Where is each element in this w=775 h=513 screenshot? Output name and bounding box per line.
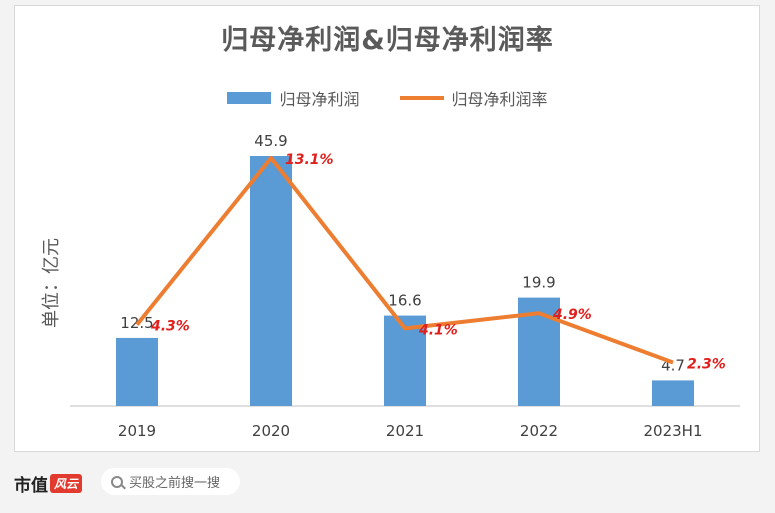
brand-logo[interactable]: 市值 风云: [14, 471, 83, 496]
x-tick-label: 2022: [520, 422, 558, 440]
legend-swatch-line: [399, 96, 444, 100]
search-box[interactable]: 买股之前搜一搜: [101, 468, 240, 495]
legend-swatch-bar: [227, 92, 272, 104]
brand-tag: 风云: [50, 474, 83, 493]
bar: [652, 380, 694, 406]
footer: 市值 风云 买股之前搜一搜: [0, 452, 775, 513]
x-tick-label: 2023H1: [644, 422, 703, 440]
chart-title: 归母净利润&归母净利润率: [221, 25, 554, 56]
x-tick-label: 2021: [386, 422, 424, 440]
bar-data-label: 19.9: [522, 274, 555, 292]
x-tick-label: 2020: [252, 422, 290, 440]
bar: [250, 156, 292, 406]
line-data-label: 4.1%: [418, 322, 458, 338]
line-data-label: 4.9%: [552, 307, 592, 323]
line-data-label: 2.3%: [687, 356, 726, 372]
brand-text: 市值: [14, 476, 48, 496]
legend-label-line: 归母净利润率: [451, 90, 548, 109]
search-placeholder: 买股之前搜一搜: [129, 476, 221, 491]
legend: 归母净利润 归母净利润率: [0, 86, 775, 110]
legend-item-line: 归母净利润率: [399, 86, 548, 110]
search-icon: [111, 475, 123, 488]
bar-data-label: 16.6: [388, 292, 421, 310]
bar-data-label: 45.9: [254, 132, 287, 150]
plot-area: 12.5201945.9202016.6202119.920224.72023H…: [70, 132, 740, 440]
series-line: [135, 156, 674, 365]
legend-item-bar: 归母净利润: [227, 86, 360, 110]
bar: [116, 337, 158, 406]
bar: [384, 315, 426, 406]
line-data-label: 4.3%: [150, 319, 190, 335]
legend-label-bar: 归母净利润: [279, 90, 360, 109]
line-data-label: 13.1%: [285, 152, 334, 168]
x-tick-label: 2019: [118, 422, 156, 440]
